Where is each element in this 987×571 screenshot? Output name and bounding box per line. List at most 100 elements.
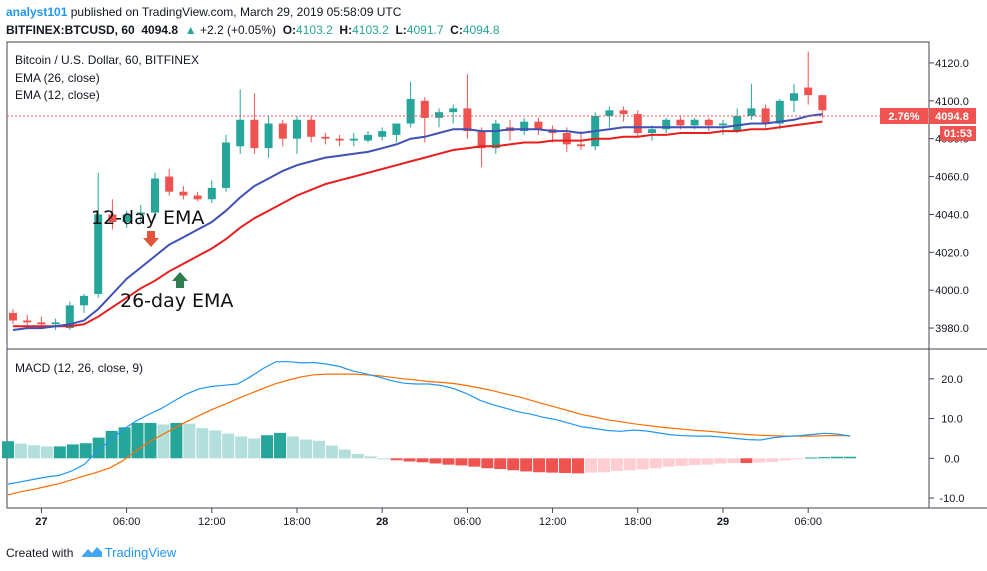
candle-body[interactable] — [704, 119, 713, 126]
candle-body[interactable] — [761, 108, 770, 124]
candle-body[interactable] — [633, 114, 642, 134]
candle-body[interactable] — [662, 119, 671, 130]
macd-legend: MACD (12, 26, close, 9) — [15, 361, 143, 375]
open-label: O: — [282, 23, 297, 37]
macd-histogram-bar — [274, 432, 287, 459]
candle-body[interactable] — [562, 133, 571, 145]
candle-body[interactable] — [818, 95, 827, 111]
candle-body[interactable] — [491, 123, 500, 149]
candle-body[interactable] — [321, 136, 330, 139]
candle-body[interactable] — [719, 123, 727, 126]
candle-body[interactable] — [790, 93, 798, 101]
author-link[interactable]: analyst101 — [6, 5, 68, 19]
macd-histogram-bar — [559, 458, 572, 474]
candle-body[interactable] — [165, 176, 174, 192]
candle-body[interactable] — [477, 131, 486, 149]
candle-body[interactable] — [619, 110, 628, 115]
macd-histogram-bar — [14, 443, 27, 459]
candle-body[interactable] — [449, 108, 458, 113]
macd-signal-line — [7, 373, 850, 496]
candle-body[interactable] — [136, 212, 145, 215]
time-tick-label: 06:00 — [113, 516, 141, 528]
macd-tick-label: 10.0 — [941, 414, 962, 426]
candle-body[interactable] — [349, 138, 358, 141]
candle-body[interactable] — [335, 138, 344, 141]
up-arrow-annotation-icon — [172, 272, 188, 288]
price-axis[interactable]: 3980.04000.04020.04040.04060.04080.04100… — [929, 58, 969, 505]
candle-body[interactable] — [364, 134, 372, 141]
footer: Created with TradingView — [6, 545, 176, 560]
macd-histogram-bar — [118, 427, 131, 459]
candle-body[interactable] — [207, 187, 216, 200]
macd-histogram-bar — [364, 456, 377, 459]
candle-body[interactable] — [293, 119, 301, 139]
candle-body[interactable] — [463, 108, 472, 132]
price-badge-text: 4094.8 — [935, 111, 969, 123]
macd-histogram-bar — [196, 428, 209, 459]
candle-body[interactable] — [378, 131, 387, 137]
macd-histogram-bar — [40, 446, 53, 459]
macd-layer — [2, 361, 856, 496]
candle-body[interactable] — [648, 129, 656, 134]
macd-histogram-bar — [740, 458, 753, 464]
symbol-label: BITFINEX:BTCUSD, 60 — [6, 23, 135, 37]
candle-body[interactable] — [534, 121, 543, 130]
candle-body[interactable] — [23, 320, 32, 323]
macd-histogram-bar — [390, 458, 403, 461]
candle-body[interactable] — [676, 119, 685, 126]
tradingview-brand[interactable]: TradingView — [104, 545, 177, 560]
candle-body[interactable] — [520, 121, 529, 132]
candle-body[interactable] — [122, 214, 131, 223]
candle-body[interactable] — [151, 178, 159, 213]
candle-body[interactable] — [236, 119, 245, 147]
countdown-badge-text: 01:53 — [944, 128, 972, 140]
candle-body[interactable] — [747, 108, 756, 116]
candle-body[interactable] — [307, 119, 316, 137]
candle-body[interactable] — [278, 123, 287, 139]
candle-body[interactable] — [435, 112, 443, 118]
candle-body[interactable] — [250, 119, 259, 149]
candle-body[interactable] — [80, 295, 88, 306]
candle-body[interactable] — [51, 322, 60, 325]
candle-body[interactable] — [193, 195, 202, 200]
macd-histogram-bar — [27, 445, 40, 459]
candle-body[interactable] — [577, 144, 585, 147]
candle-body[interactable] — [804, 87, 813, 96]
candle-body[interactable] — [179, 191, 188, 196]
candle-body[interactable] — [392, 123, 401, 135]
candle-body[interactable] — [94, 214, 103, 294]
candle-body[interactable] — [420, 100, 429, 118]
candle-body[interactable] — [222, 142, 230, 188]
time-tick-label: 27 — [35, 516, 47, 528]
macd-histogram-bar — [766, 458, 779, 462]
candle-body[interactable] — [406, 98, 415, 124]
macd-histogram-bar — [131, 422, 144, 459]
candle-body[interactable] — [37, 322, 46, 325]
candle-body[interactable] — [9, 312, 17, 321]
time-axis[interactable]: 27 06:00 12:00 18:00 28 06:00 12:00 18:00 29 06:0… — [35, 508, 822, 528]
macd-histogram-bar — [416, 458, 429, 463]
candle-body[interactable] — [690, 119, 699, 126]
candle-body[interactable] — [733, 115, 742, 132]
macd-histogram-bar — [727, 458, 740, 464]
macd-histogram-bar — [157, 424, 170, 459]
macd-histogram-bar — [468, 458, 481, 467]
macd-histogram-bar — [533, 458, 546, 473]
candle-body[interactable] — [65, 305, 74, 329]
time-tick-label: 29 — [717, 516, 729, 528]
percent-badge — [880, 108, 928, 124]
macd-tick-label: -10.0 — [939, 493, 964, 505]
macd-histogram-bar — [442, 458, 455, 465]
candle-body[interactable] — [108, 214, 117, 223]
macd-histogram-bar — [338, 449, 351, 459]
chart-title: Bitcoin / U.S. Dollar, 60, BITFINEX — [15, 53, 199, 67]
candle-body[interactable] — [775, 100, 784, 124]
macd-histogram-bar — [92, 437, 105, 459]
candle-body[interactable] — [264, 123, 273, 149]
ema26-line — [13, 120, 823, 328]
macd-histogram-bar — [286, 436, 299, 459]
candle-body[interactable] — [605, 110, 614, 116]
close-value: 4094.8 — [462, 23, 500, 37]
ema12-legend: EMA (12, close) — [15, 88, 100, 102]
